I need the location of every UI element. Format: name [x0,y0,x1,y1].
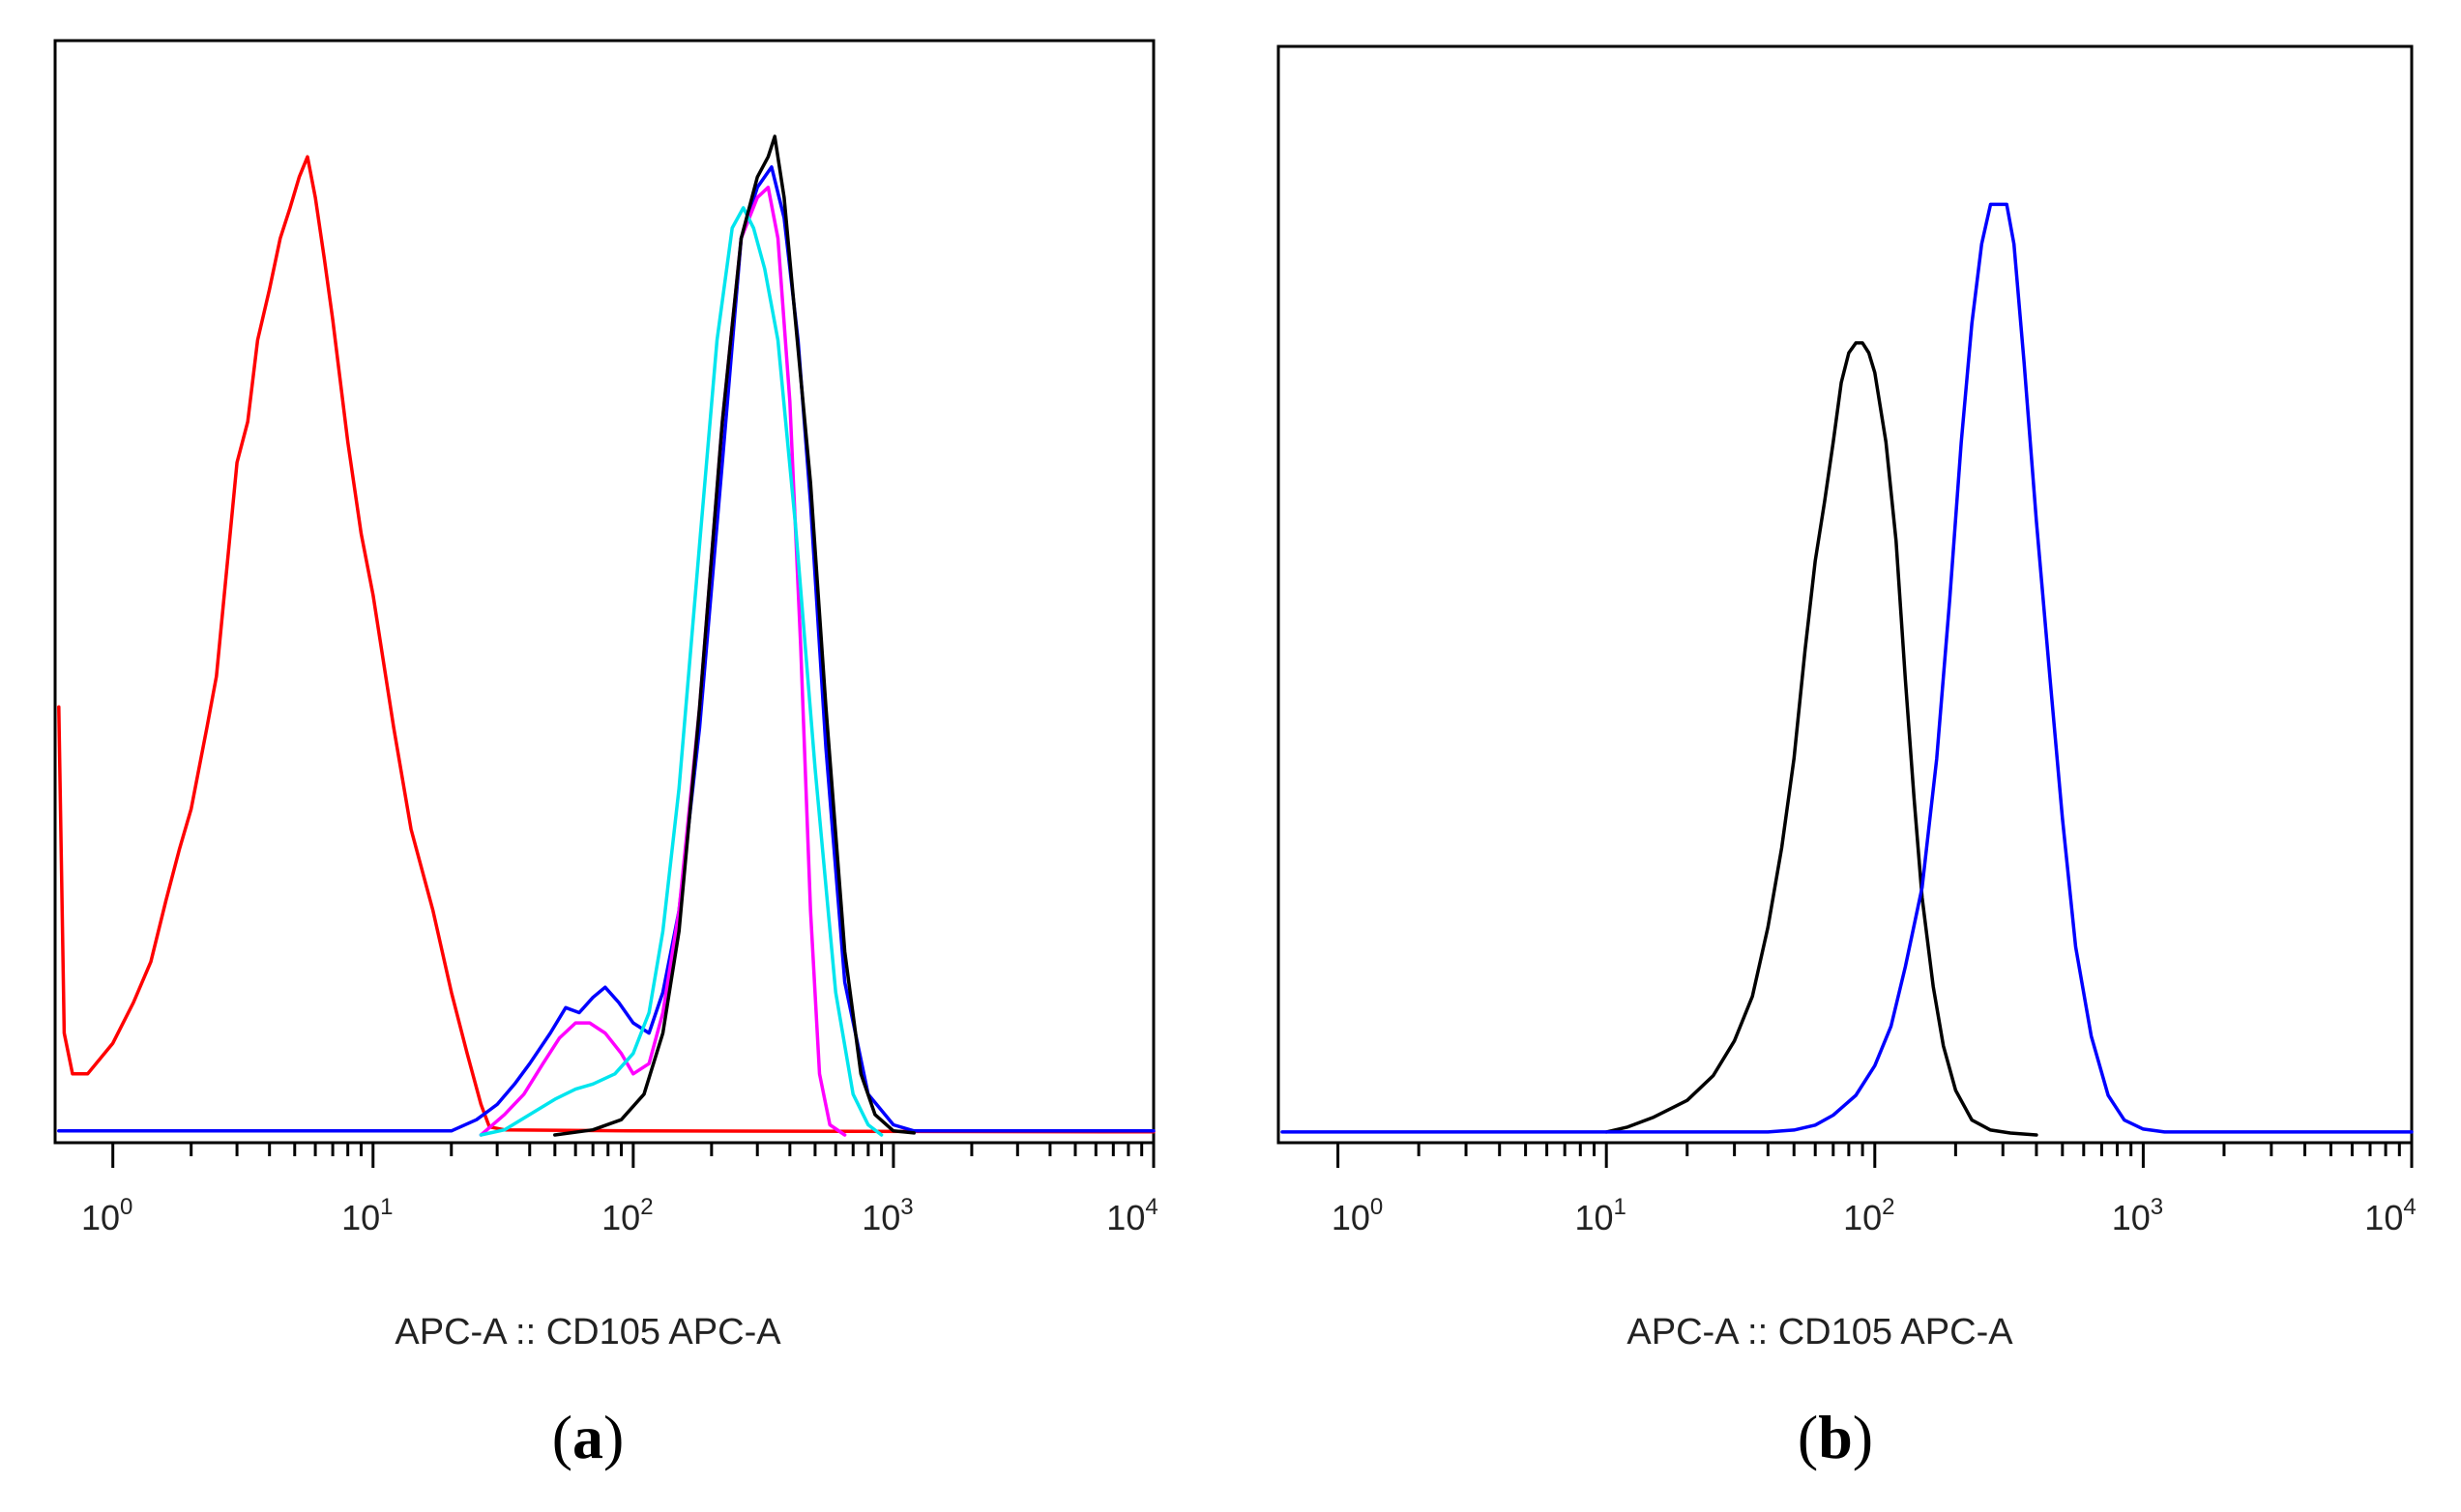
panel-b-label: (b) [1798,1403,1873,1471]
series-blue-line [1280,202,2414,1134]
x-tick-label: 102 [1843,1194,1894,1237]
panel-b-frame [1276,44,2414,1145]
panel-a-label: (a) [552,1403,625,1471]
x-tick-label: 100 [1332,1194,1383,1237]
panel-a-frame [53,39,1156,1145]
panel-a: 100 101 102 103 104 APC-A :: CD105 APC-A (a) [53,39,1158,1471]
panel-a-curves [57,134,1156,1137]
x-tick-label: 102 [601,1194,653,1237]
panel-b-curves [1280,202,2414,1137]
panel-b: 100 101 102 103 104 APC-A :: CD105 APC-A (b) [1276,44,2417,1471]
series-red-line [57,155,1156,1134]
series-magenta-line [479,186,847,1137]
x-tick-label: 101 [1574,1194,1626,1237]
panel-a-x-axis-label: APC-A :: CD105 APC-A [395,1312,781,1352]
x-tick-label: 104 [1106,1194,1157,1237]
panel-b-x-axis-label: APC-A :: CD105 APC-A [1626,1312,2013,1352]
series-blue-line [57,164,1156,1133]
panel-b-x-axis: 100 101 102 103 104 [1332,1143,2417,1237]
x-tick-label: 104 [2364,1194,2416,1237]
series-black-line [553,134,916,1137]
series-cyan-line [479,206,884,1137]
x-tick-label: 103 [2112,1194,2163,1237]
x-tick-label: 100 [81,1194,132,1237]
panel-a-x-axis: 100 101 102 103 104 [81,1143,1158,1237]
series-black-line [1604,341,2038,1137]
x-tick-label: 101 [341,1194,393,1237]
x-tick-label: 103 [862,1194,913,1237]
